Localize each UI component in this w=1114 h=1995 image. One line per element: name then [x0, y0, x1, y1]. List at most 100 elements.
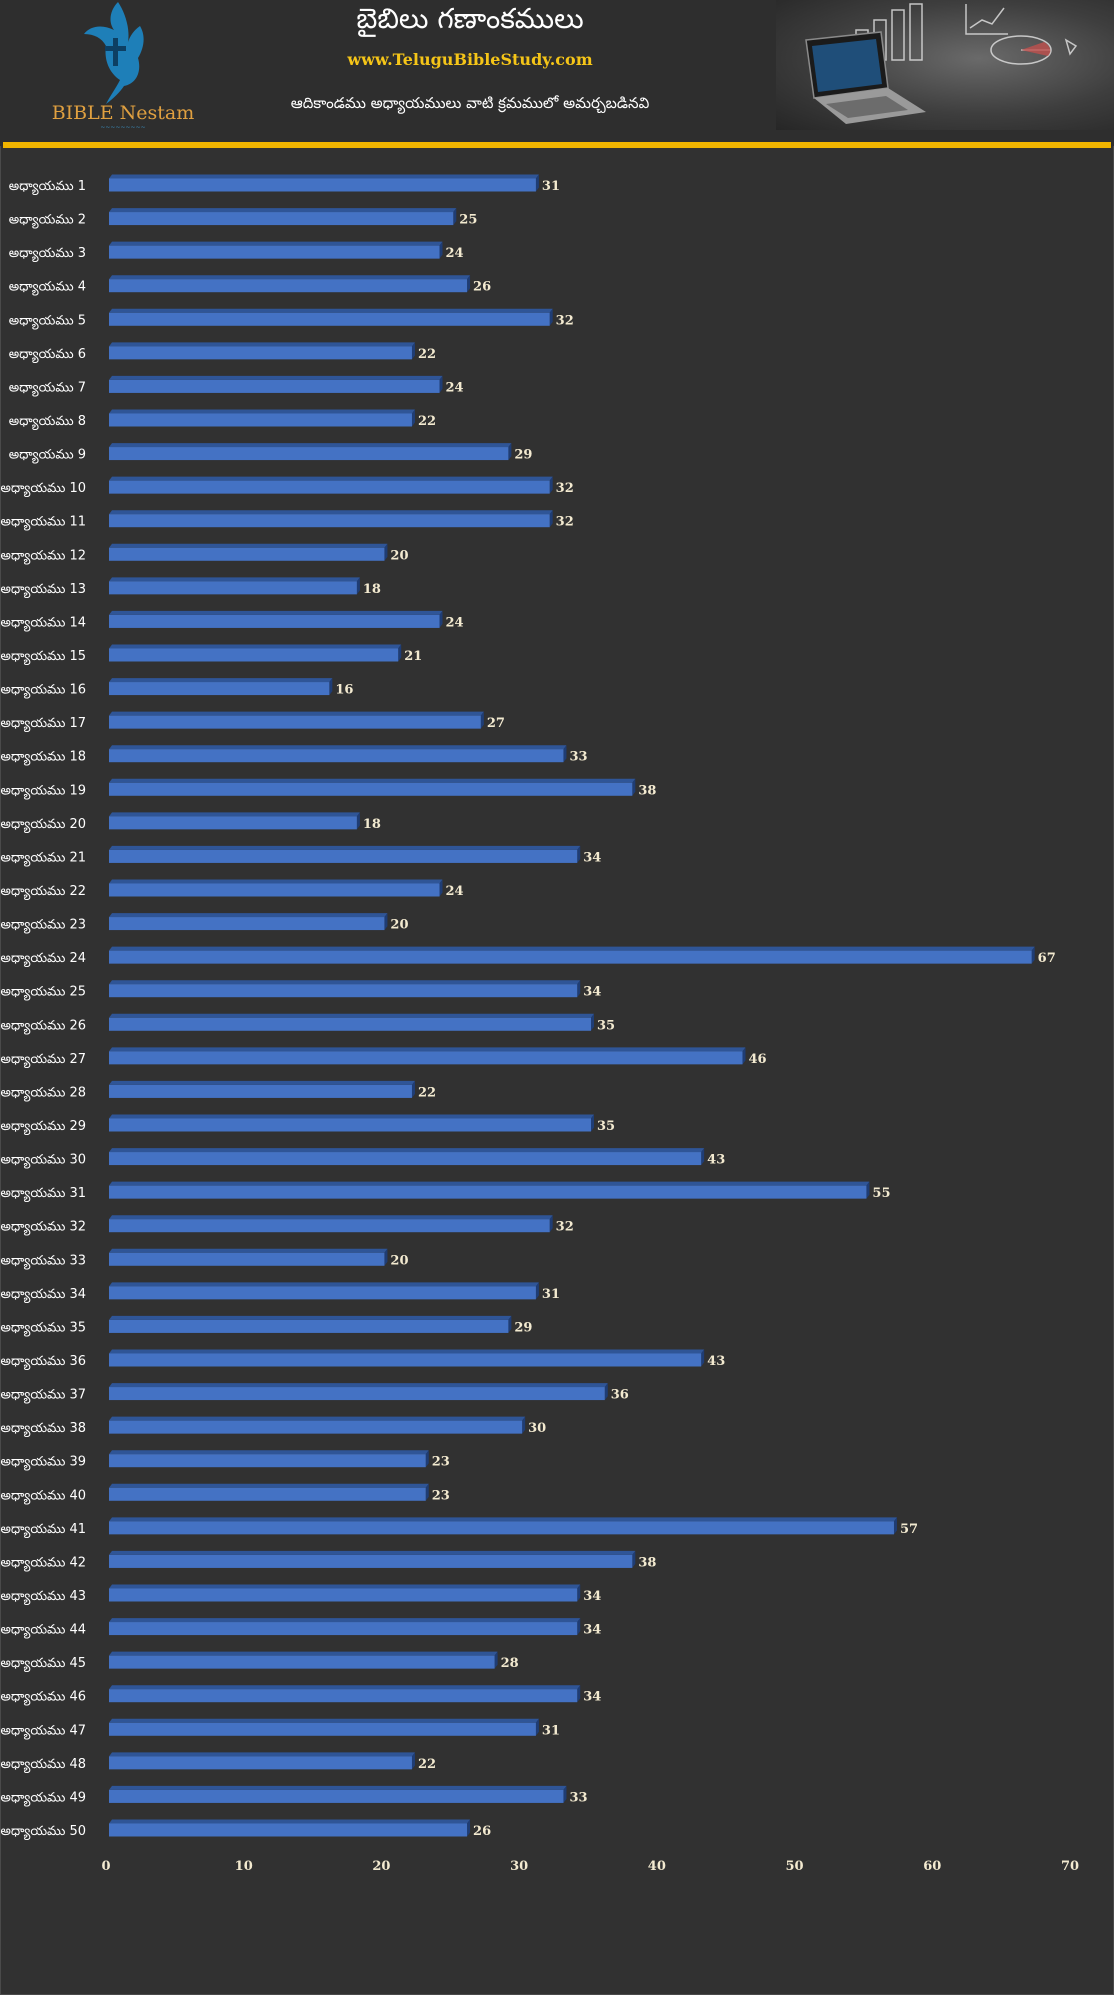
bar	[109, 1517, 897, 1535]
page-title: బైబిలు గణాంకములు	[356, 2, 584, 35]
bar	[109, 1718, 539, 1736]
bar-front-face	[109, 1286, 536, 1300]
value-label: 24	[446, 884, 464, 899]
category-label: అధ్యాయము 33	[0, 1253, 86, 1270]
value-label: 25	[459, 213, 477, 228]
bar-front-face	[109, 849, 578, 863]
bar-side-face	[591, 1114, 594, 1132]
website-link[interactable]: www.TeluguBibleStudy.com	[347, 50, 593, 69]
bar	[109, 476, 553, 494]
value-label: 23	[432, 1488, 450, 1503]
category-label: అధ్యాయము 14	[0, 615, 86, 632]
x-tick-label: 0	[101, 1859, 110, 1874]
bar-side-face	[439, 879, 443, 897]
bar-top-face	[109, 1416, 526, 1421]
bar-front-face	[109, 1554, 633, 1568]
category-label: అధ్యాయము 42	[0, 1555, 86, 1572]
bar-side-face	[453, 208, 457, 226]
bar-front-face	[109, 614, 440, 628]
bar-front-face	[109, 1118, 591, 1132]
bar-top-face	[109, 1584, 581, 1589]
bar	[109, 409, 415, 427]
category-label: అధ్యాయము 38	[0, 1421, 86, 1438]
bar-top-face	[109, 1651, 498, 1656]
laptop-chalkboard-photo	[776, 0, 1114, 130]
bar	[109, 1181, 870, 1199]
value-label: 27	[487, 716, 505, 731]
bar-side-face	[329, 678, 333, 696]
category-label: అధ్యాయము 40	[0, 1488, 86, 1505]
bar	[109, 812, 360, 830]
bar-front-face	[109, 514, 550, 528]
category-label: అధ్యాయము 28	[0, 1085, 86, 1102]
bar	[109, 1047, 746, 1065]
bar-top-face	[109, 1148, 705, 1153]
bar	[109, 1450, 429, 1468]
category-label: అధ్యాయము 9	[9, 448, 86, 465]
category-label: అధ్యాయము 25	[0, 985, 86, 1002]
bar	[109, 1013, 594, 1031]
bar-side-face	[604, 1383, 608, 1401]
bar-top-face	[109, 778, 636, 783]
bar-top-face	[109, 1752, 415, 1757]
category-label: అధ్యాయము 50	[0, 1824, 86, 1841]
bar-side-face	[535, 1282, 539, 1300]
value-label: 22	[418, 1757, 436, 1772]
category-label: అధ్యాయము 19	[0, 783, 86, 800]
bar-front-face	[109, 581, 357, 595]
category-label: అధ్యాయము 4	[9, 280, 86, 297]
category-label: అధ్యాయము 29	[0, 1119, 86, 1136]
bar-front-face	[109, 749, 564, 763]
value-label: 21	[404, 649, 422, 664]
x-tick-label: 10	[235, 1859, 253, 1874]
bar	[109, 1080, 415, 1098]
bar	[109, 510, 553, 528]
bar-front-face	[109, 1420, 523, 1434]
bar-top-face	[109, 745, 567, 750]
logo-tagline-mark: ~~~~~~~~~	[100, 124, 146, 131]
bar-side-face	[522, 1416, 526, 1434]
x-tick-label: 60	[923, 1859, 941, 1874]
category-label: అధ్యాయము 22	[0, 884, 86, 901]
value-label: 34	[583, 1690, 601, 1705]
value-label: 22	[418, 347, 436, 362]
value-label: 57	[900, 1522, 918, 1537]
bar-top-face	[109, 510, 553, 515]
bar-top-face	[109, 308, 553, 313]
category-label: అధ్యాయము 41	[0, 1522, 86, 1539]
bar-front-face	[109, 1622, 578, 1636]
value-label: 22	[418, 414, 436, 429]
category-label: అధ్యాయము 37	[0, 1388, 86, 1405]
category-label: అధ్యాయము 44	[0, 1623, 86, 1640]
bar	[109, 1651, 498, 1669]
bar-side-face	[701, 1148, 705, 1166]
bar-top-face	[109, 1047, 746, 1052]
bar	[109, 1550, 636, 1568]
bar	[109, 174, 539, 192]
bar-top-face	[109, 678, 333, 683]
bar-front-face	[109, 1219, 550, 1233]
bar	[109, 879, 443, 897]
value-label: 35	[597, 1018, 615, 1033]
value-label: 29	[514, 448, 532, 463]
value-label: 24	[446, 246, 464, 261]
bar-side-face	[549, 510, 553, 528]
category-label: అధ్యాయము 43	[0, 1589, 86, 1606]
bar-top-face	[109, 1349, 705, 1354]
bar	[109, 745, 567, 763]
value-label: 26	[473, 280, 491, 295]
bar-top-face	[109, 1013, 594, 1018]
bar-top-face	[109, 1215, 553, 1220]
x-tick-label: 50	[786, 1859, 804, 1874]
bar-side-face	[356, 812, 360, 830]
bar-side-face	[411, 1752, 415, 1770]
value-label: 20	[390, 918, 408, 933]
bar	[109, 241, 443, 259]
bar	[109, 946, 1035, 964]
bar-top-face	[109, 1248, 388, 1253]
bar-front-face	[109, 984, 578, 998]
x-tick-label: 20	[372, 1859, 390, 1874]
bar-top-face	[109, 241, 443, 246]
bar-side-face	[591, 1013, 594, 1031]
bar	[109, 443, 512, 461]
